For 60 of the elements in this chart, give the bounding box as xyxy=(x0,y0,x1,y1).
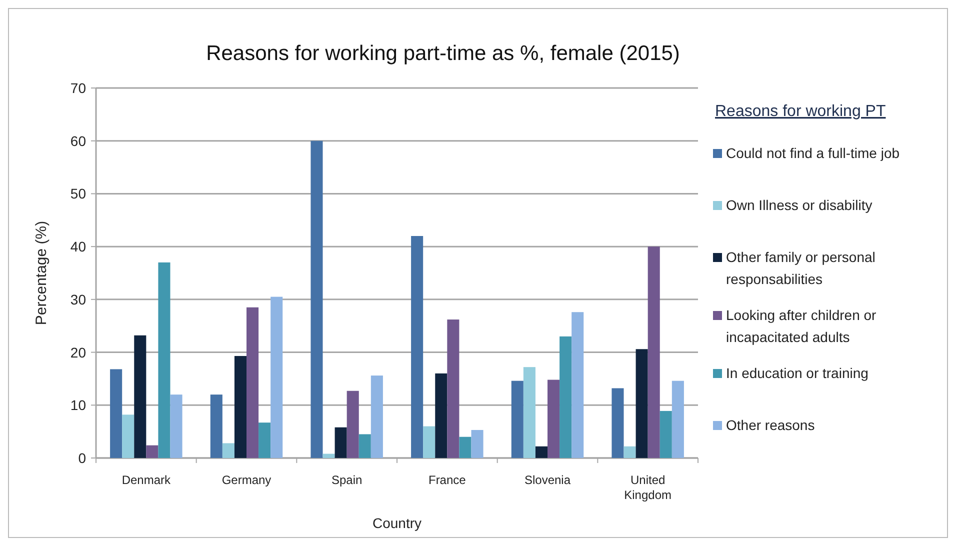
bar xyxy=(411,236,424,458)
x-axis-title: Country xyxy=(372,515,422,531)
bar xyxy=(572,312,584,458)
y-tick-label: 70 xyxy=(70,80,86,96)
bar xyxy=(636,349,648,458)
x-tick-label: Denmark xyxy=(122,473,172,487)
bar xyxy=(447,320,460,458)
y-tick-label: 20 xyxy=(70,344,86,360)
legend-label: Could not find a full-time job xyxy=(726,145,900,161)
y-tick-label: 60 xyxy=(70,132,86,149)
bar xyxy=(258,422,271,458)
legend-label: Looking after children or incapacitated adults xyxy=(726,307,877,345)
bar xyxy=(648,246,660,458)
y-tick-label: 50 xyxy=(70,186,86,202)
x-tick-label: Slovenia xyxy=(524,473,571,487)
bar xyxy=(158,262,170,458)
bar xyxy=(548,380,560,458)
legend-title: Reasons for working PT xyxy=(715,103,886,120)
bar xyxy=(612,388,624,458)
bar xyxy=(234,356,246,458)
bar xyxy=(246,307,259,458)
bar xyxy=(560,336,572,458)
bar xyxy=(471,430,484,458)
y-tick-label: 10 xyxy=(70,397,86,414)
legend-label: Other reasons xyxy=(726,417,815,433)
bar xyxy=(322,454,335,458)
y-tick-label: 0 xyxy=(78,450,86,466)
bar xyxy=(358,434,371,458)
bar xyxy=(370,376,383,458)
y-tick-label: 30 xyxy=(70,291,86,308)
legend-label: In education or training xyxy=(726,365,868,381)
bar xyxy=(523,367,536,458)
bar xyxy=(222,443,234,458)
bar xyxy=(270,296,283,458)
bar xyxy=(535,446,548,458)
x-tick-label: France xyxy=(428,473,466,487)
legend-label: Own Illness or disability xyxy=(726,197,872,213)
x-tick-label: Spain xyxy=(331,473,362,487)
y-tick-label: 40 xyxy=(70,238,86,255)
bar xyxy=(435,373,448,458)
bar xyxy=(110,369,122,458)
bar xyxy=(334,427,347,458)
bar xyxy=(511,380,524,458)
y-axis-title: Percentage (%) xyxy=(33,220,50,326)
bar xyxy=(210,394,222,458)
bar xyxy=(346,390,359,458)
bar xyxy=(134,335,146,458)
x-tick-label: United Kingdom xyxy=(624,473,672,502)
bar xyxy=(660,410,672,458)
bar xyxy=(146,445,158,458)
bar xyxy=(423,426,436,458)
chart-title: Reasons for working part-time as %, female (2015) xyxy=(206,42,680,65)
bar xyxy=(672,380,684,458)
bar xyxy=(459,436,472,458)
bar xyxy=(310,140,323,458)
bar xyxy=(170,394,182,458)
bar xyxy=(122,414,134,458)
x-tick-label: Germany xyxy=(222,473,272,487)
legend-label: Other family or personal responsabilities xyxy=(726,249,876,287)
bar xyxy=(624,446,636,458)
